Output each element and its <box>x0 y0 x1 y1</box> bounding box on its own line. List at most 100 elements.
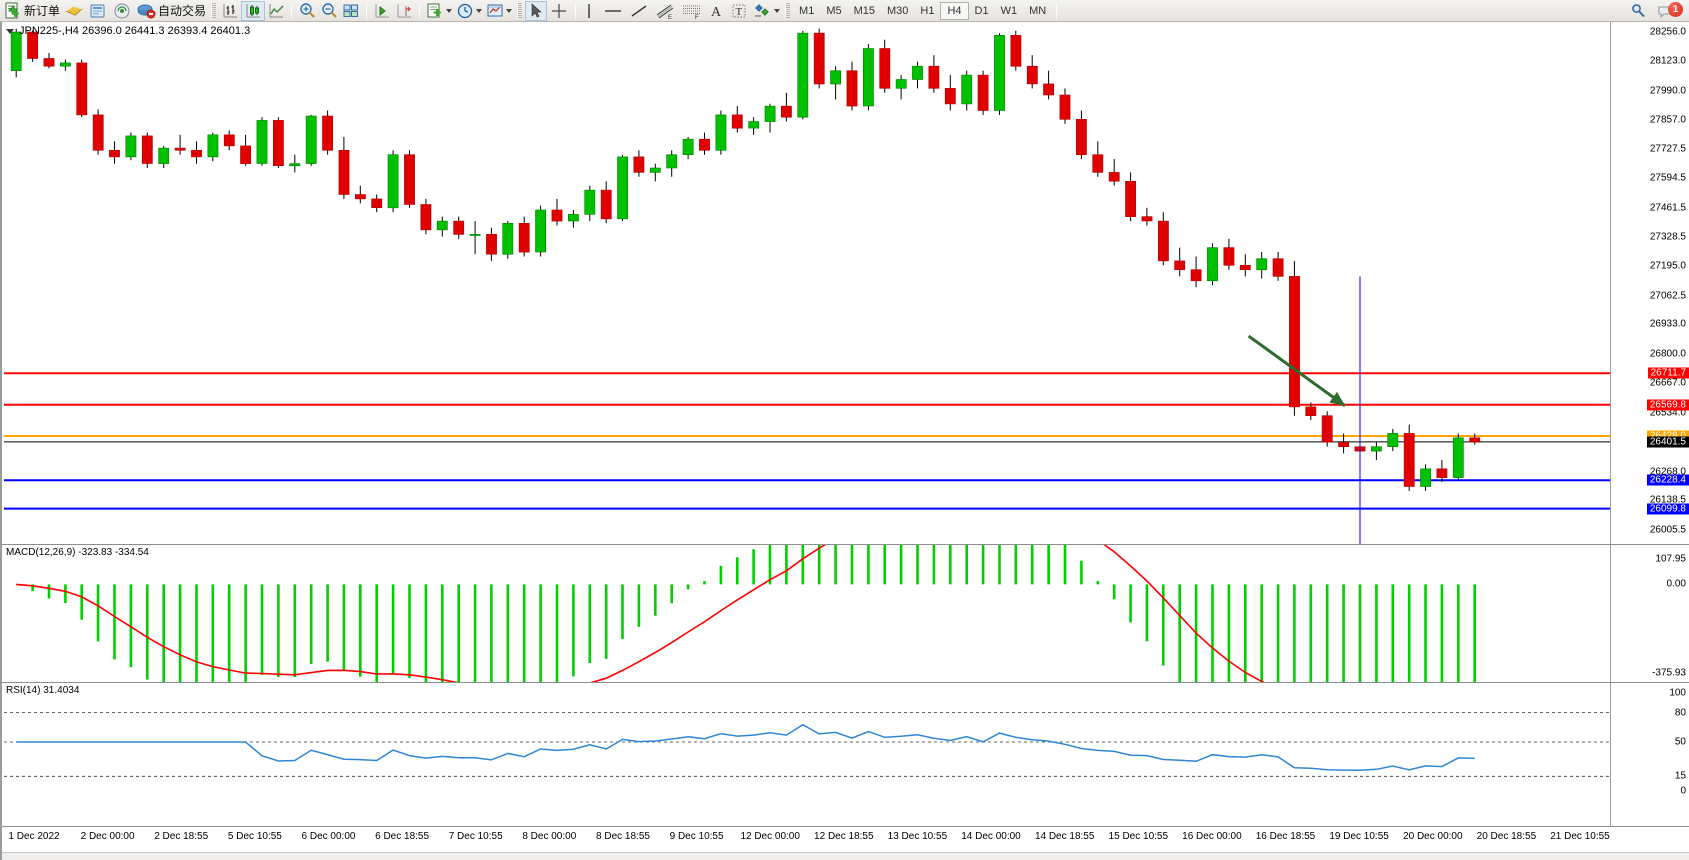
macd-axis-tick: 0.00 <box>1666 578 1686 590</box>
algo-trading-button[interactable]: 自动交易 <box>134 1 208 21</box>
cursor-tool[interactable] <box>525 0 548 21</box>
zoom-in-button[interactable] <box>296 1 318 21</box>
price-level-tag-support[interactable]: 26099.8 <box>1646 503 1689 515</box>
price-axis-tick: 27062.5 <box>1649 290 1686 302</box>
price-axis-tick: 27857.0 <box>1649 114 1686 126</box>
rsi-axis-tick: 50 <box>1674 736 1686 748</box>
time-axis-tick: 19 Dec 10:55 <box>1329 831 1389 842</box>
auto-scroll-button[interactable] <box>371 1 393 21</box>
price-level-tag-support[interactable]: 26228.4 <box>1646 474 1689 486</box>
macd-signal-line <box>16 545 1265 682</box>
price-level-tag-current-price[interactable]: 26401.5 <box>1646 436 1689 448</box>
timeframe-m1[interactable]: M1 <box>799 4 815 17</box>
svg-text:F: F <box>695 15 699 20</box>
toolbar-grip-3[interactable] <box>785 2 791 19</box>
vps-button[interactable] <box>110 1 134 21</box>
timeframe-m30[interactable]: M30 <box>887 4 909 17</box>
macd-pane[interactable]: MACD(12,26,9) -323.83 -334.54 107.95 0.00… <box>2 544 1689 682</box>
line-chart-button[interactable] <box>265 1 287 21</box>
time-axis-tick: 1 Dec 2022 <box>8 831 60 842</box>
macd-axis[interactable]: 107.95 0.00 -375.93 <box>1610 545 1689 682</box>
candlestick-chart-icon <box>246 3 261 17</box>
time-axis-tick: 13 Dec 10:55 <box>887 831 948 842</box>
zoom-out-button[interactable] <box>318 1 340 21</box>
equidistant-channel-icon: E <box>656 4 674 20</box>
rsi-axis-tick: 0 <box>1680 785 1686 797</box>
search-icon <box>1632 3 1645 17</box>
chart-shift-button[interactable] <box>393 1 415 21</box>
chevron-down-icon-2[interactable] <box>476 8 483 13</box>
time-axis-tick: 12 Dec 18:55 <box>814 831 874 842</box>
trendline-icon <box>631 4 647 17</box>
horizontal-line-tool[interactable] <box>600 1 626 21</box>
price-plot-area[interactable] <box>4 22 1610 544</box>
toolbar-grip[interactable] <box>211 2 217 19</box>
timeframe-h1[interactable]: H1 <box>920 4 935 17</box>
price-axis[interactable]: 28256.0 28123.0 27990.0 27857.0 27727.5 27594… <box>1610 22 1689 544</box>
chevron-down-icon-3[interactable] <box>506 8 513 13</box>
chart-header-text: JPN225-,H4 26396.0 26441.3 26393.4 26401… <box>19 25 251 37</box>
objects-icon <box>755 3 769 16</box>
vertical-line-tool[interactable] <box>580 1 600 21</box>
price-axis-tick: 26800.0 <box>1649 348 1686 360</box>
toolbar-grip-2[interactable] <box>517 2 523 19</box>
price-level-tag-resistance[interactable]: 26711.7 <box>1647 367 1689 379</box>
rsi-axis-tick: 100 <box>1669 687 1686 699</box>
algo-trading-label: 自动交易 <box>158 4 207 18</box>
macd-label: MACD(12,26,9) -323.83 -334.54 <box>6 547 149 558</box>
vertical-line-icon <box>588 3 590 18</box>
equidistant-channel-tool[interactable]: E <box>652 1 678 21</box>
time-axis-tick: 7 Dec 10:55 <box>448 831 503 842</box>
chart-menu-caret-icon[interactable] <box>6 28 14 34</box>
text-tool[interactable]: A <box>706 1 728 21</box>
chevron-down-icon-4[interactable] <box>774 8 781 13</box>
price-level-tag-pivot[interactable]: 26428.0 <box>1646 430 1689 442</box>
rsi-pane[interactable]: RSI(14) 31.4034 100 80 50 15 0 <box>2 682 1689 832</box>
rsi-plot-area[interactable] <box>4 683 1610 832</box>
macd-plot-area[interactable] <box>4 545 1610 682</box>
toolbar-separator-4 <box>575 2 577 19</box>
crosshair-tool[interactable] <box>547 1 571 21</box>
timeframe-h4[interactable]: H4 <box>940 1 969 20</box>
line-chart-icon <box>269 3 284 17</box>
timeframe-mn[interactable]: MN <box>1029 4 1047 17</box>
text-label-tool[interactable]: T <box>728 1 750 21</box>
fibonacci-icon: F <box>683 5 701 20</box>
time-axis-tick: 9 Dec 10:55 <box>669 831 724 842</box>
signals-icon <box>65 4 84 16</box>
market-button[interactable] <box>86 1 110 21</box>
search-button[interactable] <box>1627 1 1649 21</box>
new-order-label: 新订单 <box>24 4 61 18</box>
fibonacci-tool[interactable]: F <box>678 1 706 21</box>
timeframe-m15[interactable]: M15 <box>853 4 875 17</box>
chart-window[interactable]: JPN225-,H4 26396.0 26441.3 26393.4 26401… <box>0 22 1689 860</box>
timeframe-d1[interactable]: D1 <box>974 4 989 17</box>
time-axis-tick: 8 Dec 00:00 <box>522 831 577 842</box>
trendline-tool[interactable] <box>626 1 652 21</box>
candlestick-chart-button[interactable] <box>241 0 266 21</box>
time-axis-tick: 6 Dec 00:00 <box>301 831 356 842</box>
periods-button[interactable] <box>454 1 484 21</box>
rsi-axis[interactable]: 100 80 50 15 0 <box>1610 683 1689 832</box>
candlestick-series <box>4 28 1610 544</box>
tile-windows-icon <box>343 4 359 17</box>
time-axis-tick: 14 Dec 00:00 <box>961 831 1021 842</box>
new-order-button[interactable]: 新订单 <box>2 1 62 21</box>
notifications-button[interactable]: 1 <box>1655 1 1685 21</box>
signals-button[interactable] <box>62 1 86 21</box>
time-axis[interactable]: 1 Dec 2022 2 Dec 00:00 2 Dec 18:55 5 Dec 10… <box>2 826 1689 852</box>
templates-button[interactable] <box>484 1 514 21</box>
objects-tool[interactable] <box>750 1 782 21</box>
indicators-button[interactable] <box>424 1 454 21</box>
price-level-tag-resistance[interactable]: 26569.8 <box>1646 399 1689 411</box>
time-axis-tick: 2 Dec 18:55 <box>154 831 209 842</box>
timeframe-w1[interactable]: W1 <box>1000 4 1018 17</box>
timeframe-m5[interactable]: M5 <box>826 4 842 17</box>
price-axis-tick: 27461.5 <box>1649 202 1686 213</box>
time-axis-tick: 6 Dec 18:55 <box>375 831 430 842</box>
auto-scroll-icon <box>375 3 390 17</box>
price-pane[interactable]: 28256.0 28123.0 27990.0 27857.0 27727.5 27594… <box>2 22 1689 544</box>
chevron-down-icon[interactable] <box>446 8 453 13</box>
bar-chart-button[interactable] <box>219 1 241 21</box>
tile-windows-button[interactable] <box>340 1 362 21</box>
